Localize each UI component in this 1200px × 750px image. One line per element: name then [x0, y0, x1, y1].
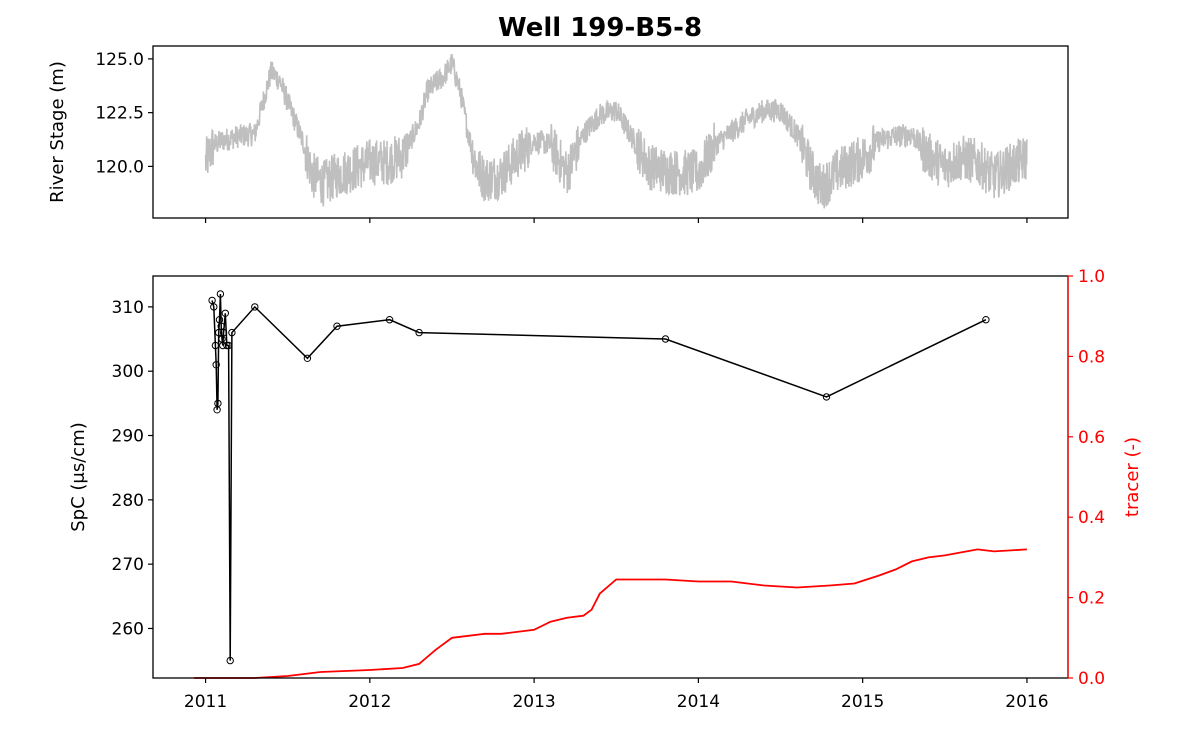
spc-data-point	[216, 290, 225, 298]
spc-data-point	[215, 316, 224, 324]
spc-data-point	[226, 656, 234, 665]
spc-data-point	[212, 361, 220, 369]
tracer-y-tick-label: 0.4	[1078, 508, 1105, 528]
spc-axes-frame	[152, 275, 1069, 679]
river-stage-line	[204, 54, 1028, 209]
spc-data-point	[822, 393, 831, 401]
spc-y-label: SpC (μs/cm)	[68, 422, 89, 532]
spc-y-tick-label: 290	[112, 427, 144, 447]
spc-data-point	[661, 335, 670, 343]
river-stage-y-tick-label: 120.0	[95, 157, 144, 177]
tracer-y-ticks: 0.0 0.2 0.4 0.6 0.8 1.0	[1068, 267, 1105, 689]
tracer-series	[194, 548, 1027, 679]
time-x-tick-label: 2016	[1005, 692, 1048, 712]
spc-data-point	[219, 341, 227, 350]
tracer-y-tick-label: 0.2	[1078, 589, 1105, 609]
tracer-y-tick-label: 0.8	[1078, 347, 1105, 367]
time-x-tick-label: 2012	[348, 692, 391, 712]
spc-y-ticks: 260 270 280 290 300 310	[112, 298, 153, 639]
time-x-tick-label: 2011	[184, 692, 227, 712]
chart-title: Well 199-B5-8	[498, 13, 702, 43]
tracer-y-tick-label: 1.0	[1078, 267, 1105, 287]
spc-data-point	[982, 316, 990, 324]
spc-data-point	[224, 341, 233, 350]
spc-data-point	[214, 399, 222, 408]
spc-data-point	[415, 328, 423, 337]
tracer-line	[194, 548, 1027, 679]
time-x-tick-label: 2014	[677, 692, 720, 712]
spc-y-tick-label: 280	[112, 491, 144, 511]
river-stage-y-ticks: 120.0 122.5 125.0	[95, 50, 153, 177]
spc-y-tick-label: 260	[112, 619, 144, 639]
spc-data-point	[215, 328, 223, 337]
spc-data-point	[210, 303, 218, 311]
spc-data-point	[208, 296, 216, 305]
time-x-ticks: 2011 2012 2013 2014 2015 2016	[184, 678, 1049, 712]
spc-data-point	[251, 303, 259, 311]
river-stage-series	[204, 54, 1028, 209]
river-stage-y-tick-label: 125.0	[95, 50, 144, 70]
river-stage-y-tick-label: 122.5	[95, 104, 144, 124]
spc-data-point	[211, 341, 220, 350]
spc-y-tick-label: 310	[112, 298, 144, 318]
spc-data-point	[333, 322, 341, 330]
time-x-tick-label: 2013	[512, 692, 555, 712]
time-x-tick-label: 2015	[841, 692, 884, 712]
spc-y-tick-label: 300	[112, 362, 144, 382]
spc-line	[211, 293, 987, 661]
spc-tracer-panel: 260 270 280 290 300 310 0.0 0.2 0.4 0.6 0.8 1.0 20…	[68, 267, 1143, 712]
spc-data-point	[217, 322, 225, 330]
river-stage-axes-frame	[152, 45, 1069, 219]
spc-series	[208, 290, 990, 665]
tracer-y-tick-label: 0.6	[1078, 428, 1105, 448]
spc-data-point	[385, 316, 394, 324]
spc-data-point	[228, 328, 236, 337]
spc-data-point	[219, 328, 228, 337]
river-stage-y-label: River Stage (m)	[47, 61, 68, 203]
spc-data-point	[221, 309, 230, 317]
spc-y-tick-label: 270	[112, 555, 144, 575]
tracer-y-label: tracer (-)	[1122, 437, 1143, 517]
tracer-y-tick-label: 0.0	[1078, 669, 1105, 689]
spc-data-point	[303, 354, 312, 362]
river-stage-x-ticks	[204, 218, 1028, 223]
river-stage-panel: 120.0 122.5 125.0 River Stage (m)	[47, 45, 1069, 223]
